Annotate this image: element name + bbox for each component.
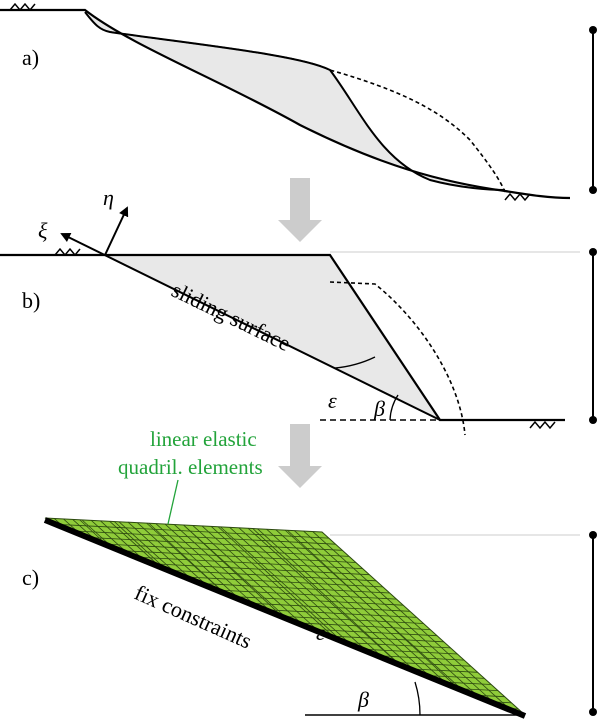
mesh-line: [72, 519, 94, 538]
mesh-line: [257, 528, 414, 670]
mesh-line: [192, 525, 302, 624]
mesh-line: [155, 523, 238, 598]
mesh-line: [148, 522, 222, 591]
xi-label: ξ: [38, 218, 48, 243]
angle-arc: [414, 681, 421, 716]
support-hatch: [529, 420, 556, 430]
angle-arc: [334, 356, 376, 369]
mesh-line: [348, 642, 451, 649]
mesh-line: [90, 520, 126, 552]
mesh-line: [275, 529, 446, 683]
mesh-line: [247, 527, 398, 663]
mesh-line: [81, 519, 110, 545]
initial-surface: [109, 31, 506, 193]
support-hatch: [9, 2, 36, 12]
mesh-line: [124, 550, 356, 563]
panel-b: b) ξ η sliding surface ε β: [0, 185, 597, 436]
eta-axis: [104, 206, 129, 256]
mesh-line: [229, 527, 366, 650]
mesh-line: [266, 528, 430, 676]
mesh-line: [252, 602, 410, 612]
mesh-line: [294, 530, 478, 696]
mesh-line: [137, 522, 206, 584]
mesh-lines: [53, 518, 519, 710]
angle-arc: [389, 394, 399, 421]
annotation-leader: [167, 479, 179, 525]
mesh-line: [100, 520, 142, 558]
panel-label: a): [22, 45, 39, 70]
annotation: linear elastic: [150, 427, 257, 451]
mesh-line: [238, 527, 382, 657]
mesh-line: [109, 520, 158, 565]
epsilon-label: ε: [316, 620, 325, 645]
mesh-line: [127, 521, 190, 578]
sliding-mass: [85, 12, 505, 190]
mesh-line: [220, 526, 350, 644]
mesh-line: [210, 526, 334, 637]
mesh-line: [79, 519, 105, 543]
eta-label: η: [103, 185, 114, 210]
mesh-line: [118, 521, 174, 571]
scale-dot: [589, 248, 597, 256]
mesh-line: [380, 655, 465, 661]
mesh-line: [113, 521, 163, 567]
mesh-line: [173, 524, 270, 611]
beta-label: β: [357, 687, 369, 712]
down-arrow: [278, 178, 322, 242]
mesh-line: [287, 529, 457, 688]
mesh-line: [164, 523, 254, 604]
mesh-line: [444, 681, 492, 685]
fixed-boundary: [43, 517, 527, 719]
mesh-line: [188, 576, 383, 588]
panel-label: c): [22, 565, 39, 590]
slope-line: [0, 253, 565, 422]
mesh-line: [217, 526, 340, 639]
support-hatch: [504, 192, 531, 202]
mesh-line: [316, 629, 438, 637]
xi-axis: [60, 233, 441, 421]
support-hatch: [54, 247, 81, 257]
epsilon-label: ε: [328, 388, 337, 413]
mesh-line: [183, 524, 281, 615]
failure-surface: [329, 281, 466, 436]
mesh-line: [220, 589, 397, 600]
scale-dot: [589, 186, 597, 194]
deformed-slope: [84, 11, 506, 191]
mesh-line: [303, 530, 494, 703]
mesh-line: [60, 524, 329, 539]
scale-dot: [589, 26, 597, 34]
mesh-line: [252, 528, 399, 664]
mesh-line: [412, 668, 478, 673]
mesh-line: [312, 531, 510, 709]
down-arrow: [278, 424, 322, 488]
scale-dot: [589, 416, 597, 424]
mesh-line: [284, 616, 424, 624]
beta-label: β: [373, 396, 385, 421]
scale-dot: [589, 531, 597, 539]
slope-line: [0, 8, 571, 200]
scale-dot: [589, 708, 597, 716]
mesh-line: [201, 525, 318, 630]
panel-label: b): [22, 288, 40, 313]
panel-a: a): [0, 2, 597, 202]
annotation: quadril. elements: [118, 455, 263, 479]
